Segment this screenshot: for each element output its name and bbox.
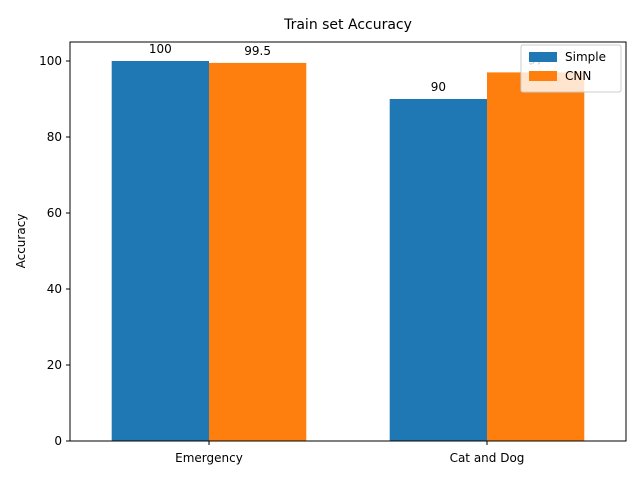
bar-cnn-1 — [487, 72, 585, 442]
data-label-simple-1: 90 — [431, 80, 446, 94]
y-tick-label-100: 100 — [39, 54, 62, 68]
data-label-simple-0: 100 — [149, 42, 172, 56]
y-axis-label: Accuracy — [14, 214, 28, 269]
chart-title: Train set Accuracy — [283, 17, 412, 33]
bar-simple-0 — [111, 61, 209, 441]
legend-label-simple: Simple — [565, 50, 606, 64]
x-tick-label-0: Emergency — [175, 451, 243, 465]
bar-simple-1 — [389, 99, 487, 441]
y-tick-label-20: 20 — [47, 358, 62, 372]
y-tick-label-80: 80 — [47, 130, 62, 144]
x-tick-label-1: Cat and Dog — [450, 451, 525, 465]
legend-label-cnn: CNN — [565, 69, 591, 83]
legend-swatch-cnn — [529, 71, 557, 81]
y-tick-label-40: 40 — [47, 282, 62, 296]
y-tick-label-60: 60 — [47, 206, 62, 220]
y-tick-label-0: 0 — [54, 434, 62, 448]
axes-frame — [69, 41, 627, 442]
bar-cnn-0 — [209, 62, 307, 442]
legend-swatch-simple — [529, 52, 557, 62]
data-label-cnn-0: 99.5 — [244, 44, 271, 58]
